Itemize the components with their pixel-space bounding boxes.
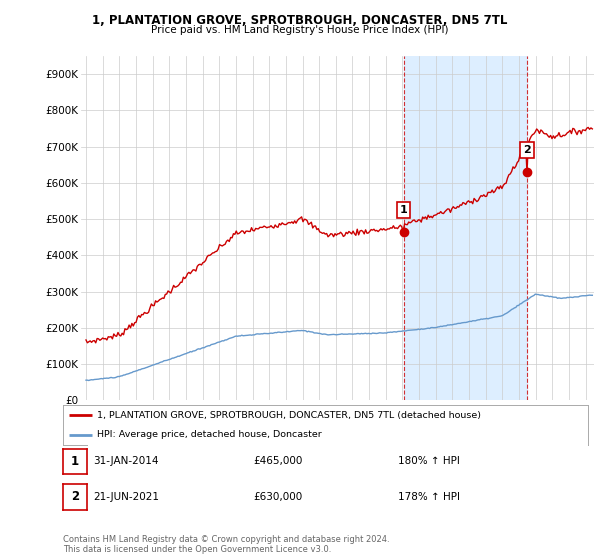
Text: 178% ↑ HPI: 178% ↑ HPI [398,492,460,502]
Text: 2: 2 [523,145,531,155]
Text: Price paid vs. HM Land Registry's House Price Index (HPI): Price paid vs. HM Land Registry's House … [151,25,449,35]
Text: 1, PLANTATION GROVE, SPROTBROUGH, DONCASTER, DN5 7TL (detached house): 1, PLANTATION GROVE, SPROTBROUGH, DONCAS… [97,411,481,420]
Text: 1, PLANTATION GROVE, SPROTBROUGH, DONCASTER, DN5 7TL: 1, PLANTATION GROVE, SPROTBROUGH, DONCAS… [92,14,508,27]
Bar [404,56,527,400]
Text: 1: 1 [71,455,79,468]
Text: 180% ↑ HPI: 180% ↑ HPI [398,456,460,466]
Text: 21-JUN-2021: 21-JUN-2021 [93,492,159,502]
Text: 31-JAN-2014: 31-JAN-2014 [93,456,158,466]
Text: £465,000: £465,000 [253,456,302,466]
Text: HPI: Average price, detached house, Doncaster: HPI: Average price, detached house, Donc… [97,430,322,439]
Text: 2: 2 [71,490,79,503]
Text: Contains HM Land Registry data © Crown copyright and database right 2024.
This d: Contains HM Land Registry data © Crown c… [63,535,389,554]
Text: £630,000: £630,000 [253,492,302,502]
Text: 1: 1 [400,205,407,215]
